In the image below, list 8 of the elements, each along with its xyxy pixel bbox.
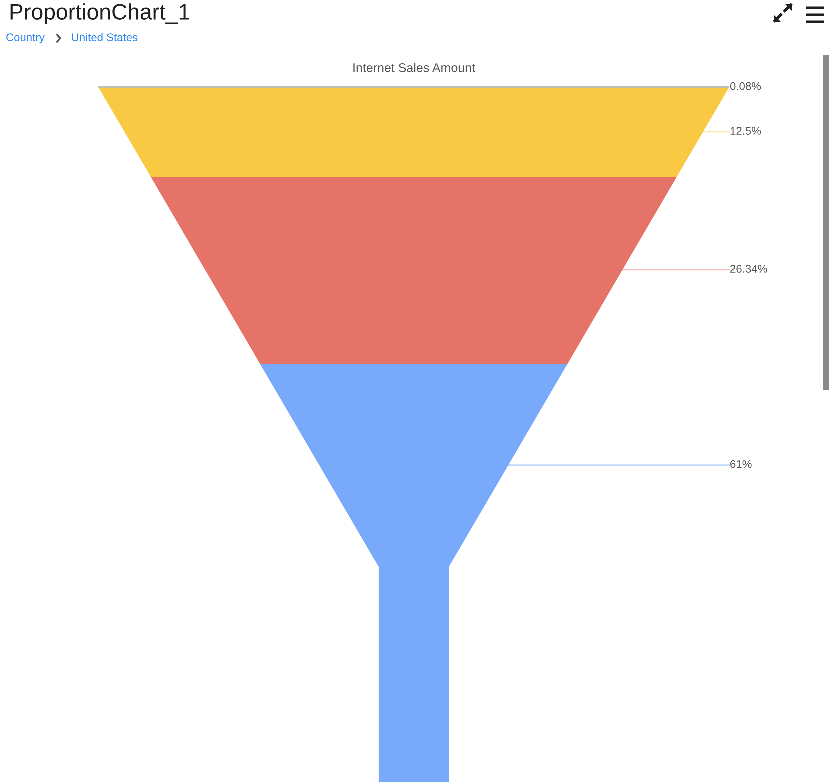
text: ProportionChart_1: [10, 4, 190, 24]
data-label: 26.34%: [730, 265, 768, 273]
text: Internet Sales Amount: [354, 63, 476, 72]
data-label: 12.5%: [730, 127, 762, 135]
text: United States: [72, 33, 138, 42]
data-label: 61%: [730, 460, 752, 468]
text: Country: [6, 34, 45, 44]
data-label: 0.08%: [730, 82, 762, 90]
